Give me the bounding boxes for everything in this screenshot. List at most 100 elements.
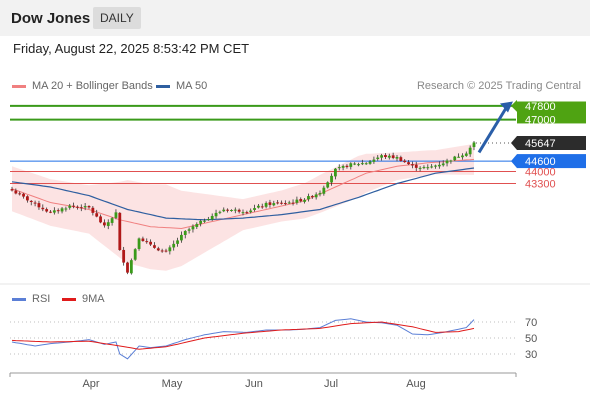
legend-ma50-swatch <box>156 84 170 88</box>
candle-body <box>22 193 25 197</box>
candle-body <box>287 202 291 204</box>
candle-body <box>295 199 299 203</box>
candle-body <box>260 206 264 208</box>
candle-body <box>114 212 118 218</box>
candle-body <box>272 203 276 206</box>
candle-body <box>453 156 457 161</box>
candle-body <box>153 245 156 248</box>
candle-body <box>330 175 333 183</box>
pivot-tag-pointer <box>511 154 517 169</box>
ma50-line <box>11 167 475 221</box>
candle-body <box>191 226 195 230</box>
candle-body <box>149 241 152 245</box>
legend-9ma-label: 9MA <box>82 293 105 305</box>
candle-body <box>214 212 218 217</box>
candle-body <box>29 200 33 203</box>
candle-body <box>129 260 133 274</box>
candle-body <box>52 210 56 213</box>
candle-body <box>299 199 303 202</box>
projection-arrow-head <box>500 101 513 113</box>
candle-body <box>391 155 395 158</box>
candle-body <box>376 157 380 159</box>
instrument-title: Dow Jones <box>11 10 91 27</box>
level-label-47800: 47800 <box>525 101 556 113</box>
candle-body <box>160 250 164 252</box>
candle-body <box>334 168 337 177</box>
candle-body <box>33 202 37 204</box>
candle-body <box>203 220 206 222</box>
candle-body <box>245 212 249 214</box>
candle-body <box>318 192 322 195</box>
candle-body <box>268 202 272 205</box>
level-label-44000: 44000 <box>525 166 556 178</box>
candle-body <box>103 222 106 226</box>
legend-ma20-label: MA 20 + Bollinger Bands <box>32 80 153 92</box>
rsi-tick-50: 50 <box>525 333 537 345</box>
candle-body <box>137 238 141 249</box>
candle-body <box>79 207 83 209</box>
candle-body <box>218 211 222 213</box>
candle-body <box>434 165 437 167</box>
legend-rsi: RSI <box>12 293 50 305</box>
candle-body <box>110 218 114 223</box>
projection-arrow <box>477 105 509 154</box>
candle-body <box>430 166 434 168</box>
candle-body <box>106 222 110 226</box>
resistance-tag-box <box>517 101 586 124</box>
current-price-tag-pointer <box>511 136 517 151</box>
x-tick-may: May <box>162 378 183 390</box>
candle-body <box>441 163 445 166</box>
frequency-badge[interactable]: DAILY <box>93 7 141 29</box>
x-tick-jul: Jul <box>324 378 338 390</box>
candle-body <box>264 202 268 207</box>
candle-body <box>41 207 45 210</box>
candle-body <box>468 147 472 155</box>
rsi-line <box>11 318 475 360</box>
candle-body <box>87 206 91 208</box>
candle-body <box>222 209 226 212</box>
candle-body <box>241 212 245 214</box>
candle-body <box>56 210 60 212</box>
chart-panel: 47800 47000 45647 44600 44000 43300 70 50 30 Apr M… <box>0 36 590 400</box>
candle-body <box>249 210 253 213</box>
candle-body <box>164 250 168 252</box>
legend-ma20: MA 20 + Bollinger Bands <box>12 80 153 92</box>
candle-body <box>133 249 137 260</box>
candle-body <box>372 159 376 162</box>
candle-body <box>426 167 430 169</box>
legend-ma50-label: MA 50 <box>176 80 208 92</box>
rsi-tick-30: 30 <box>525 349 537 361</box>
candle-body <box>199 220 203 224</box>
x-tick-apr: Apr <box>82 378 99 390</box>
timestamp: Friday, August 22, 2025 8:53:42 PM CET <box>13 41 250 56</box>
candle-body <box>276 202 280 204</box>
candle-body <box>449 160 453 162</box>
candle-body <box>83 206 87 208</box>
candle-body <box>64 208 68 210</box>
candle-body <box>403 160 407 163</box>
candle-body <box>280 202 283 204</box>
candle-body <box>122 249 126 263</box>
current-price-tag-box <box>517 136 586 151</box>
candle-body <box>407 162 410 165</box>
candle-body <box>422 167 426 169</box>
candle-body <box>353 163 357 165</box>
candle-body <box>257 205 260 208</box>
candle-body <box>72 205 75 207</box>
candle-body <box>10 189 14 191</box>
pivot-tag-box <box>517 154 586 169</box>
legend-rsi-swatch <box>12 297 26 301</box>
legend-ma50: MA 50 <box>156 80 207 92</box>
candle-body <box>233 209 237 211</box>
candle-body <box>418 167 422 169</box>
candle-body <box>411 164 414 166</box>
pivot-tag-text: 44600 <box>525 156 556 168</box>
candle-body <box>387 155 391 158</box>
candle-body <box>253 208 256 210</box>
candle-body <box>437 164 441 167</box>
candle-body <box>206 219 210 221</box>
candle-body <box>399 157 403 161</box>
candle-body <box>168 247 172 252</box>
candle-body <box>187 229 191 231</box>
